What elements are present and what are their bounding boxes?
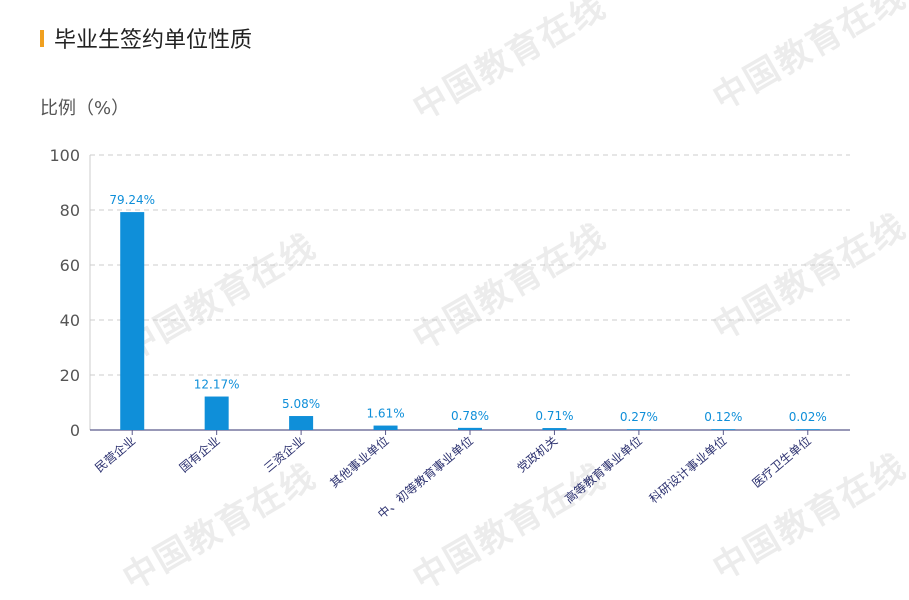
y-tick-label: 60	[60, 256, 80, 275]
data-label: 0.71%	[535, 409, 573, 423]
y-tick-label: 0	[70, 421, 80, 440]
x-tick-label: 其他事业单位	[327, 433, 392, 491]
x-tick-label: 三资企业	[261, 433, 307, 475]
data-label: 12.17%	[194, 378, 240, 392]
bar	[795, 429, 820, 430]
y-tick-label: 80	[60, 201, 80, 220]
chart-title: 毕业生签约单位性质	[54, 28, 253, 53]
bar	[373, 425, 398, 430]
x-tick-label: 高等教育事业单位	[562, 433, 645, 506]
y-tick-label: 100	[49, 146, 80, 165]
data-label: 0.27%	[620, 410, 658, 424]
y-axis-label: 比例（%）	[40, 98, 130, 119]
data-label: 0.12%	[704, 410, 742, 424]
data-label: 1.61%	[366, 407, 404, 421]
x-tick-label: 民营企业	[92, 433, 138, 475]
x-tick-label: 党政机关	[514, 433, 560, 475]
bar	[542, 428, 567, 430]
x-tick-label: 科研设计事业单位	[646, 433, 729, 506]
bar	[711, 429, 736, 430]
y-tick-label: 40	[60, 311, 80, 330]
title-accent-bar	[40, 30, 44, 47]
data-label: 0.02%	[789, 410, 827, 424]
bar	[626, 429, 651, 430]
bar	[204, 396, 229, 430]
x-tick-label: 医疗卫生单位	[749, 433, 814, 491]
bar-chart: 0 20 40 60 80 100 79.24% 民营企业 12.17% 国有企业 5.08% 三资企…	[49, 146, 850, 522]
bar	[289, 416, 314, 430]
data-label: 0.78%	[451, 409, 489, 423]
x-tick-label: 国有企业	[176, 433, 222, 475]
data-label: 79.24%	[109, 193, 155, 207]
bar	[458, 427, 482, 430]
x-tick-label: 中、初等教育事业单位	[374, 433, 476, 522]
y-tick-label: 20	[60, 366, 80, 385]
data-label: 5.08%	[282, 397, 320, 411]
bar	[120, 212, 145, 430]
